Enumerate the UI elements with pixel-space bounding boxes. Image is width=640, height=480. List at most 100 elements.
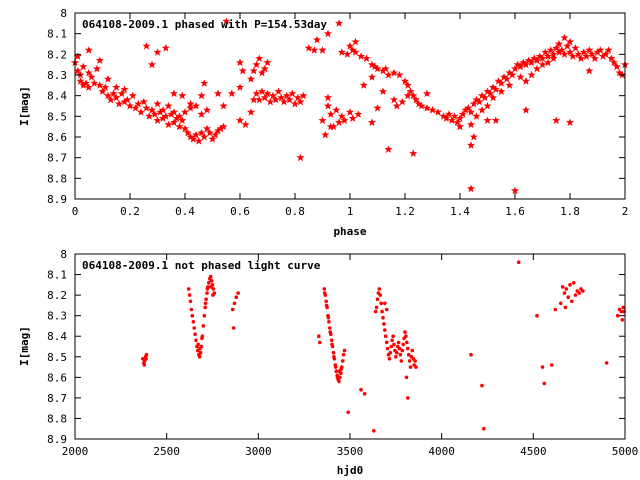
unphased-data-point [407,359,412,363]
unphased-data-point [197,355,202,359]
phased-data-point [200,79,208,87]
unphased-data-point [198,346,202,351]
phased-data-point [310,46,318,54]
unphased-data-point [469,352,473,357]
unphased-data-point [186,287,191,291]
unphased-data-point [205,291,209,295]
unphased-data-point [480,383,484,388]
phased-data-point [241,120,250,128]
unphased-data-point [615,313,620,318]
unphased-data-points [141,260,626,433]
phased-data-point [299,92,307,99]
phased-data-point [390,69,398,77]
phased-data-point [384,71,393,79]
phased-data-point [324,94,332,101]
unphased-y-tick-label: 8.3 [47,310,67,323]
unphased-x-tick-label: 2000 [62,445,89,458]
unphased-plot-frame [74,253,626,440]
phased-data-point [153,48,162,56]
unphased-y-axis-label: I[mag] [18,326,31,366]
phased-data-point [467,120,475,128]
phased-data-point [497,87,505,95]
phased-data-point [145,112,153,120]
phased-data-point [296,154,305,161]
unphased-data-point [362,392,367,396]
unphased-axis-ticks: 2000 2500 3000 3500 4000 4500 5000 8 8.1 8.2 8.3 8.… [47,248,638,458]
unphased-data-point [324,299,329,304]
unphased-data-point [549,363,554,367]
unphased-data-point [406,352,411,357]
phased-data-point [434,108,442,116]
unphased-data-point [322,291,327,295]
unphased-data-point [335,375,340,380]
unphased-data-point [581,289,585,293]
unphased-data-point [390,338,395,343]
phased-data-point [324,30,332,37]
unphased-data-point [230,307,235,312]
unphased-light-curve-panel: 2000 2500 3000 3500 4000 4500 5000 8 8.1 8.2 8.3 8.… [18,248,638,477]
unphased-data-point [207,281,211,285]
unphased-data-point [192,326,196,330]
phased-data-point [164,120,173,128]
phased-data-point [373,104,382,112]
phased-data-point [423,104,431,112]
phased-data-point [195,137,203,145]
phased-data-point [511,187,519,194]
phased-data-point [395,71,404,79]
phased-chart-title: 064108-2009.1 phased with P=154.53day [82,18,327,31]
phased-data-point [483,116,492,124]
phased-data-point [203,106,211,114]
phased-x-tick-label: 1.2 [395,205,415,218]
unphased-data-point [542,381,547,386]
phased-data-point [332,106,340,114]
phased-data-point [178,92,186,99]
unphased-x-axis-label: hjd0 [337,464,364,477]
unphased-data-point [619,309,624,314]
unphased-data-point [142,363,147,367]
phased-data-point [318,46,327,54]
phased-x-tick-label: 0.2 [120,205,140,218]
phased-y-tick-label: 8.2 [47,48,67,61]
phased-data-point [533,65,541,73]
unphased-data-point [540,365,545,369]
phased-data-point [549,54,558,62]
unphased-data-point [330,342,334,347]
unphased-data-point [332,355,336,359]
unphased-data-point [209,278,214,283]
phased-x-tick-label: 1.8 [560,205,580,218]
phased-data-point [79,62,87,70]
phased-data-point [566,118,574,126]
phased-data-point [351,38,360,46]
phased-data-point [327,110,335,118]
unphased-data-point [231,326,236,330]
unphased-data-point [334,369,339,374]
unphased-chart-title: 064108-2009.1 not phased light curve [82,259,321,272]
unphased-data-point [553,307,558,312]
unphased-y-tick-label: 8.9 [47,433,67,446]
phased-x-tick-label: 0.8 [285,205,305,218]
unphased-data-point [408,365,413,369]
unphased-data-point [211,287,216,291]
phased-data-point [409,149,417,157]
unphased-data-point [329,338,334,343]
unphased-data-point [201,324,206,328]
phased-data-point [164,102,173,110]
unphased-data-point [317,334,321,339]
unphased-data-point [406,346,410,351]
phased-data-point [104,75,112,83]
phased-data-point [181,108,189,116]
phased-data-point [175,123,184,130]
unphased-data-point [383,301,387,306]
phased-data-point [527,71,536,79]
unphased-data-point [570,299,574,304]
unphased-y-tick-label: 8.7 [47,392,67,405]
unphased-data-point [341,352,346,357]
phased-data-point [467,185,475,192]
phased-data-point [362,54,371,62]
phased-data-point [467,141,475,149]
unphased-data-point [564,287,569,291]
phased-data-point [93,65,101,73]
unphased-data-point [568,283,572,287]
unphased-data-point [339,367,344,371]
unphased-data-point [388,350,393,355]
